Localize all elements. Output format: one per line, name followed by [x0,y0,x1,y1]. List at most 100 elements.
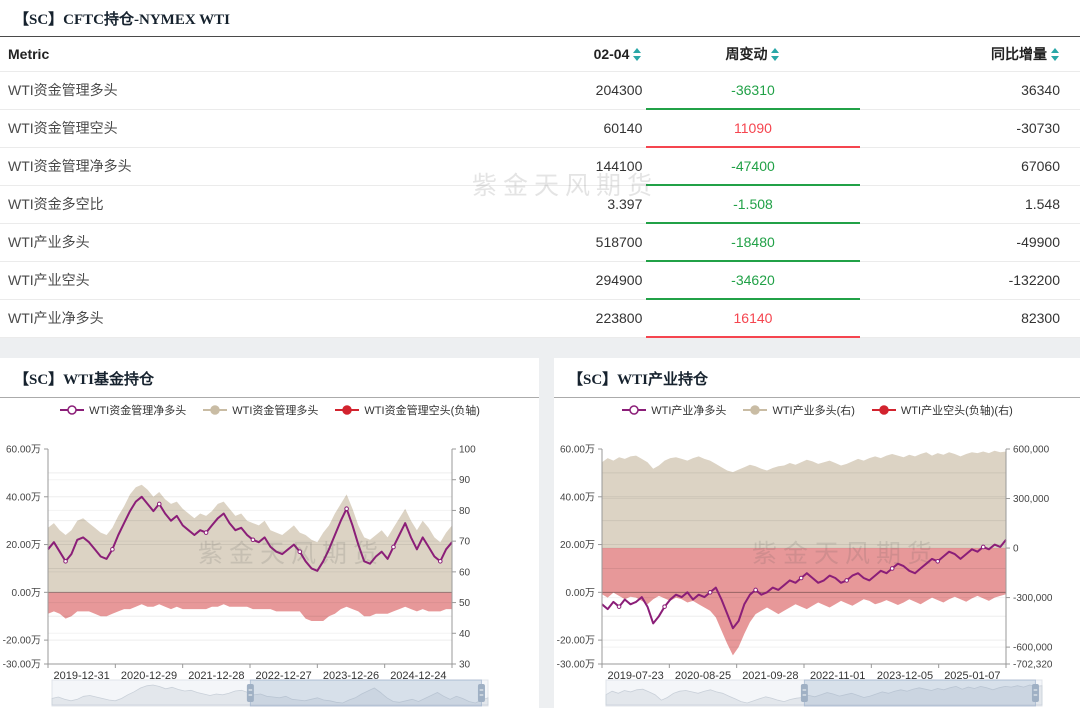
yoy-change-cell: 82300 [859,299,1080,338]
value-cell: 518700 [487,223,647,262]
data-zoom-selection[interactable] [803,679,1036,707]
legend-item[interactable]: WTI资金管理多头 [202,402,318,418]
x-axis-tick-label: 2022-12-27 [256,670,312,682]
cftc-table-card: 【SC】CFTC持仓-NYMEX WTI Metric 02-04 周变动 同比增量 … [0,0,1080,338]
data-zoom-handle[interactable] [800,684,808,702]
divider [0,397,539,398]
metric-cell: WTI产业空头 [0,261,488,300]
y-axis-left-tick-label: 40.00万 [6,492,41,503]
table-title: 【SC】CFTC持仓-NYMEX WTI [0,0,1080,37]
column-header[interactable]: 周变动 [646,37,860,72]
cftc-positions-table: Metric 02-04 周变动 同比增量 WTI资金管理多头 204300 -36310… [0,37,1080,338]
y-axis-right-tick-label: -300,000 [1013,593,1053,604]
y-axis-right-tick-label: -600,000 [1013,643,1053,654]
legend-label: WTI产业多头(右) [772,405,855,417]
column-header-label: Metric [8,46,50,62]
data-zoom-slider[interactable] [605,679,1043,707]
legend-marker-icon [622,405,647,415]
value-cell: 294900 [487,261,647,300]
y-axis-left-tick-label: -30.00万 [3,660,41,671]
y-axis-left-tick-label: -20.00万 [557,636,595,647]
metric-cell: WTI资金管理多头 [0,71,488,110]
value-cell: 144100 [487,147,647,186]
sort-icon[interactable] [633,48,642,61]
y-axis-right-tick-label: -702,320 [1013,660,1053,671]
y-axis-right-tick-label: 70 [459,537,471,548]
column-header[interactable]: 同比增量 [859,37,1080,72]
x-axis-tick-label: 2024-12-24 [390,670,446,682]
week-change-cell: -36310 [646,71,860,110]
y-axis-right-tick-label: 50 [459,598,471,609]
column-header-label: 周变动 [725,46,768,62]
legend-label: WTI资金管理净多头 [89,405,187,417]
table-row: WTI产业空头 294900 -34620 -132200 [0,261,1080,300]
y-axis-right-tick-label: 90 [459,475,471,486]
y-axis-right-tick-label: 40 [459,629,471,640]
column-header[interactable]: 02-04 [487,37,647,72]
value-cell: 223800 [487,299,647,338]
column-header-label: 02-04 [593,46,630,62]
y-axis-left-tick-label: 60.00万 [560,445,595,456]
legend-marker-icon [743,405,768,415]
sort-icon[interactable] [771,48,780,61]
data-zoom-handle[interactable] [246,684,254,702]
yoy-change-cell: -30730 [859,109,1080,148]
data-zoom-slider[interactable] [51,679,489,707]
legend-item[interactable]: WTI产业空头(负轴)(右) [871,402,1013,418]
y-axis-right-tick-label: 600,000 [1013,445,1050,456]
week-change-cell: -34620 [646,261,860,300]
y-axis-left-tick-label: 0.00万 [12,588,41,599]
value-cell: 3.397 [487,185,647,224]
metric-cell: WTI产业净多头 [0,299,488,338]
yoy-change-cell: -49900 [859,223,1080,262]
legend-item[interactable]: WTI产业多头(右) [742,402,855,418]
legend-marker-icon [60,405,85,415]
metric-cell: WTI产业多头 [0,223,488,262]
sort-icon[interactable] [1051,48,1060,61]
y-axis-right-tick-label: 60 [459,567,471,578]
data-zoom-selection[interactable] [249,679,482,707]
x-axis-tick-label: 2021-09-28 [742,670,798,682]
yoy-change-cell: 36340 [859,71,1080,110]
chart-legend: WTI资金管理净多头 WTI资金管理多头 WTI资金管理空头(负轴) [0,402,539,418]
data-zoom-handle[interactable] [1031,684,1039,702]
y-axis-left-tick-label: 40.00万 [560,492,595,503]
legend-item[interactable]: WTI资金管理空头(负轴) [334,402,480,418]
metric-cell: WTI资金管理净多头 [0,147,488,186]
legend-marker-icon [335,405,360,415]
yoy-change-cell: 1.548 [859,185,1080,224]
x-axis-tick-label: 2020-12-29 [121,670,177,682]
fund-position-chart: 60.00万 40.00万 20.00万 0.00万 -20.00万 -30.00万 100… [3,445,489,707]
y-axis-right-tick-label: 80 [459,506,471,517]
yoy-change-cell: -132200 [859,261,1080,300]
legend-label: WTI产业净多头 [651,405,727,417]
week-change-cell: -18480 [646,223,860,262]
y-axis-left-tick-label: 0.00万 [566,588,595,599]
x-axis-tick-label: 2019-12-31 [54,670,110,682]
charts-row: 【SC】WTI基金持仓 WTI资金管理净多头 WTI资金管理多头 WTI资金管理空头… [0,358,1080,708]
table-row: WTI产业多头 518700 -18480 -49900 [0,223,1080,262]
x-axis-tick-label: 2021-12-28 [188,670,244,682]
y-axis-right-tick-label: 300,000 [1013,494,1050,505]
y-axis-right-tick-label: 100 [459,445,476,456]
y-axis-left-tick-label: 20.00万 [560,540,595,551]
legend-item[interactable]: WTI产业净多头 [621,402,726,418]
week-change-cell: 11090 [646,109,860,148]
week-change-cell: -1.508 [646,185,860,224]
value-cell: 60140 [487,109,647,148]
x-axis-tick-label: 2025-01-07 [944,670,1000,682]
table-row: WTI资金管理净多头 144100 -47400 67060 [0,147,1080,186]
chart-title: 【SC】WTI基金持仓 [14,372,155,388]
legend-marker-icon [203,405,228,415]
metric-cell: WTI资金管理空头 [0,109,488,148]
x-axis-tick-label: 2022-11-01 [810,670,865,682]
column-header-label: 同比增量 [991,46,1047,62]
x-axis-tick-label: 2019-07-23 [608,670,664,682]
table-header-row: Metric 02-04 周变动 同比增量 [0,37,1080,72]
data-zoom-handle[interactable] [477,684,485,702]
week-change-cell: -47400 [646,147,860,186]
x-axis-tick-label: 2023-12-05 [877,670,933,682]
legend-item[interactable]: WTI资金管理净多头 [59,402,186,418]
table-row: WTI资金多空比 3.397 -1.508 1.548 [0,185,1080,224]
